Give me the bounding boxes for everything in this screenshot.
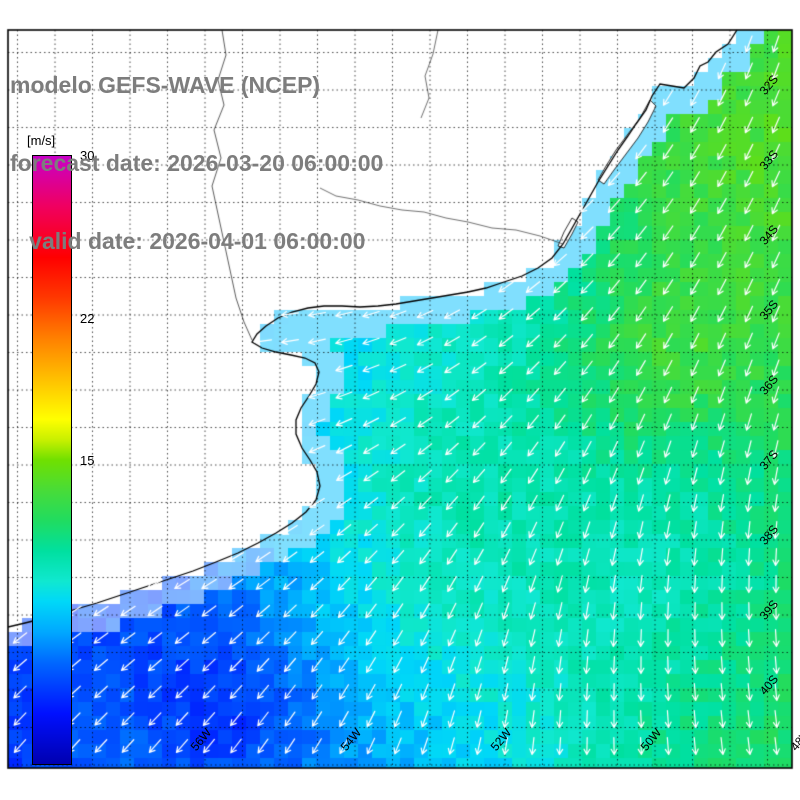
valid-date: valid date: 2026-04-01 06:00:00 xyxy=(10,228,366,254)
colorbar-gradient xyxy=(32,155,72,765)
colorbar-tick-label: 30 xyxy=(80,148,95,163)
forecast-date: forecast date: 2026-03-20 06:00:00 xyxy=(10,150,384,176)
model-title: modelo GEFS-WAVE (NCEP) xyxy=(10,72,321,98)
colorbar: [m/s] 30 22 15 xyxy=(27,133,94,765)
colorbar-tick-label: 22 xyxy=(80,310,95,326)
colorbar-unit: [m/s] xyxy=(27,133,56,148)
map-titles: modelo GEFS-WAVE (NCEP) forecast date: 2… xyxy=(10,20,383,306)
colorbar-tick-label: 15 xyxy=(80,453,95,468)
